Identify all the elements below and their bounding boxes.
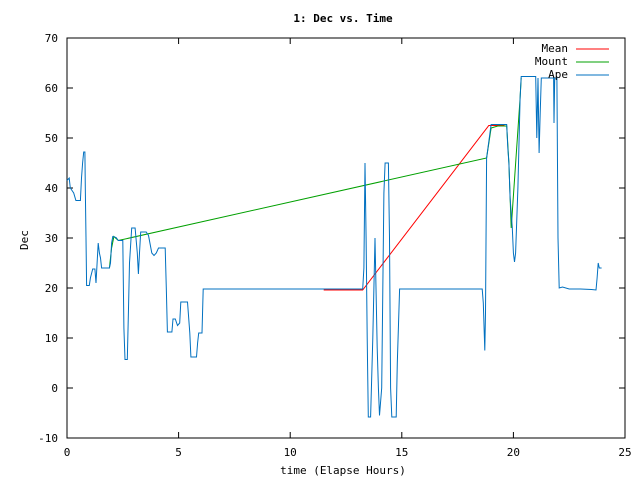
x-tick-label: 25 (618, 446, 631, 459)
series-line-mean (323, 125, 505, 291)
legend-label-mean: Mean (542, 42, 569, 55)
y-tick-label: 70 (45, 32, 58, 45)
axis-ticks: 0 5 10 15 20 25 -10 0 10 20 30 40 50 60 70 (38, 32, 632, 459)
legend-label-mount: Mount (535, 55, 568, 68)
y-tick-label: 50 (45, 132, 58, 145)
y-tick-label: 40 (45, 182, 58, 195)
x-tick-label: 5 (175, 446, 182, 459)
chart-title: 1: Dec vs. Time (293, 12, 393, 25)
series-layer (66, 76, 602, 418)
y-tick-label: 30 (45, 232, 58, 245)
y-axis-label: Dec (18, 230, 31, 250)
y-tick-label: -10 (38, 432, 58, 445)
series-line-ape (66, 76, 602, 418)
plot-frame (66, 37, 626, 439)
y-tick-label: 60 (45, 82, 58, 95)
y-tick-label: 10 (45, 332, 58, 345)
x-tick-label: 10 (284, 446, 297, 459)
x-tick-label: 20 (507, 446, 520, 459)
x-axis-label: time (Elapse Hours) (280, 464, 406, 477)
y-tick-label: 0 (51, 382, 58, 395)
series-line-mount (102, 77, 522, 269)
x-tick-label: 15 (395, 446, 408, 459)
legend-label-ape: Ape (548, 68, 568, 81)
x-tick-label: 0 (64, 446, 71, 459)
y-tick-label: 20 (45, 282, 58, 295)
